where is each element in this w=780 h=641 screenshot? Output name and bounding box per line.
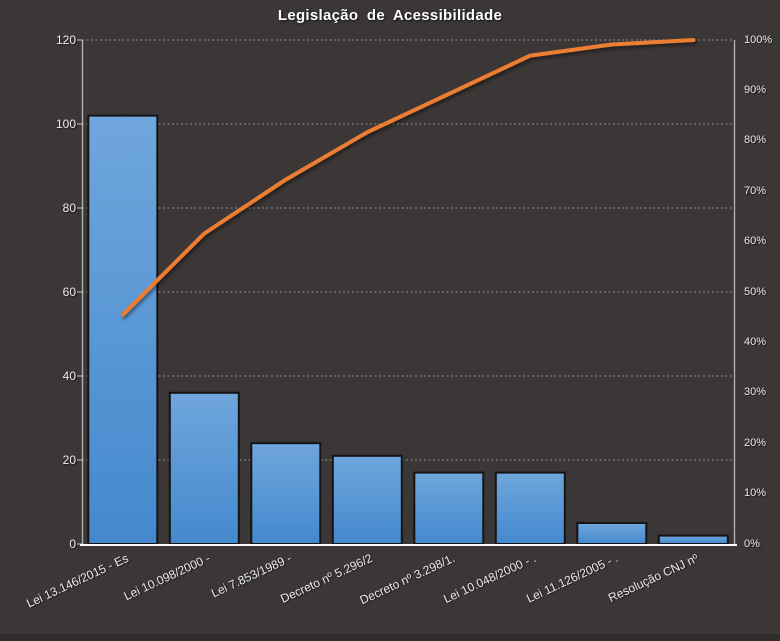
- right-axis-label-10%: 10%: [744, 487, 767, 500]
- left-axis-label-20: 20: [62, 453, 76, 467]
- bar-6: [576, 522, 648, 545]
- right-axis-label-50%: 50%: [744, 285, 767, 298]
- right-axis-label-20%: 20%: [744, 436, 767, 449]
- right-axis-label-0%: 0%: [744, 537, 760, 550]
- bar-1: [168, 391, 240, 545]
- bar-3: [331, 454, 403, 545]
- right-axis-label-90%: 90%: [744, 83, 767, 96]
- chart-title: Legislação de Acessibilidade: [277, 7, 503, 24]
- chart-bottom-edge: [0, 634, 780, 641]
- left-axis-label-0: 0: [69, 537, 76, 551]
- cumulative-line: [120, 38, 696, 317]
- left-axis-label-120: 120: [55, 33, 76, 47]
- bar-7: [657, 534, 729, 545]
- left-axis-label-60: 60: [62, 285, 76, 299]
- right-axis-label-30%: 30%: [744, 386, 767, 399]
- bar-4: [413, 471, 485, 546]
- right-axis-label-70%: 70%: [744, 184, 767, 197]
- left-axis-label-80: 80: [62, 201, 76, 215]
- bar-0: [87, 114, 159, 545]
- left-axis-label-40: 40: [62, 369, 76, 383]
- bar-2: [250, 442, 322, 546]
- left-axis-label-100: 100: [55, 117, 76, 131]
- right-axis-label-80%: 80%: [744, 134, 767, 147]
- bar-5: [494, 471, 566, 546]
- right-axis-label-60%: 60%: [744, 235, 767, 248]
- right-axis-label-100%: 100%: [744, 33, 773, 46]
- right-axis-label-40%: 40%: [744, 335, 767, 348]
